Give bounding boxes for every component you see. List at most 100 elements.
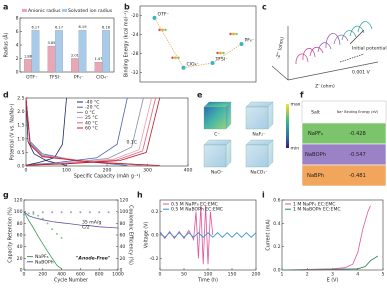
atom [158, 28, 161, 32]
y-tick-label: 0.5 [17, 150, 24, 156]
x-tick-label: 600 [76, 272, 85, 278]
bar [94, 61, 103, 73]
arrow [349, 29, 365, 45]
x-tick-label: 200 [103, 168, 112, 174]
y2-axis-title: Coulombic Efficiency (%) [128, 205, 134, 265]
axis-title: Z' (ohm) [315, 84, 335, 90]
legend-label: -20 °C [85, 105, 99, 111]
axis-title: -Z'' (ohm) [275, 36, 286, 60]
legend-label: Anionic radius [28, 8, 61, 14]
eis-curve [295, 46, 324, 65]
atom [164, 28, 167, 32]
point-label: PF₆⁻ [245, 38, 255, 44]
x-tick-label: 300 [143, 168, 152, 174]
y-tick-label: 1.5 [17, 123, 24, 129]
y-tick-label: 40 [17, 244, 23, 250]
x-axis-title: E (V) [327, 278, 339, 284]
efficiency-point [60, 211, 63, 214]
y-tick-label: 1.0 [17, 136, 24, 142]
point-label: TFSI⁻ [215, 57, 229, 63]
y-tick-label: 0.6 [273, 198, 280, 204]
y-tick-label: 2.5 [17, 96, 24, 102]
panel-label: e [197, 91, 203, 100]
x-tick-label: 5 [382, 272, 385, 278]
legend-label: -40 °C [85, 100, 99, 106]
x-tick-label: 4 [356, 272, 359, 278]
cube-front [203, 144, 227, 168]
cube-label: NaCO₃⁻ [250, 170, 268, 176]
panel-label: h [137, 191, 143, 200]
x-tick-label: PF₆⁻ [74, 75, 84, 81]
panel-label: c [262, 3, 267, 12]
value-label: 1.47 [94, 57, 102, 61]
annotation: "Anode-Free" [76, 256, 110, 262]
colorbar-label: max [291, 103, 301, 108]
legend-label: 40 °C [85, 120, 98, 126]
legend-label: 1 M NaPF₆ EC:EMC [293, 202, 336, 208]
efficiency-point [55, 232, 58, 235]
panel-label: g [3, 191, 9, 200]
efficiency-point [98, 211, 101, 214]
x-tick-label: 0 [23, 272, 26, 278]
x-tick-label: 100 [204, 272, 213, 278]
cube-side [225, 101, 232, 130]
legend-label: Solvated ion radius [68, 8, 113, 14]
legend-swatch [22, 9, 27, 12]
y-tick-label: 6 [16, 29, 19, 35]
table-cell: NaBPh [307, 173, 324, 179]
axis [271, 65, 289, 81]
bar [24, 59, 32, 73]
x-tick-label: 3 [331, 272, 334, 278]
y-tick-label: 8 [16, 16, 19, 22]
cube-side [225, 139, 232, 168]
x-tick-label: 200 [38, 272, 47, 278]
point-label: OTF⁻ [158, 11, 170, 17]
point [152, 15, 157, 20]
y-tick-label: 120 [14, 198, 23, 204]
cube-front [203, 106, 227, 130]
y-axis-title: Capacity Retention (%) [8, 207, 14, 263]
cube-side [267, 139, 274, 168]
atom [216, 51, 219, 55]
x-tick-label: 2 [306, 272, 309, 278]
y2-tick-label: 120 [120, 198, 129, 204]
efficiency-point [32, 213, 35, 215]
atom [229, 32, 232, 36]
efficiency-point [27, 212, 30, 215]
atom [174, 56, 177, 60]
value-label: 3.85 [47, 41, 55, 45]
series-line [159, 232, 257, 238]
panel-label: b [124, 3, 130, 12]
table-cell: -0.428 [349, 131, 366, 137]
y-tick-label: -20 [131, 13, 139, 19]
panel-label: i [262, 191, 265, 200]
efficiency-point [117, 211, 119, 214]
x-tick-label: 1 [281, 272, 284, 278]
efficiency-point [46, 222, 49, 225]
point [181, 65, 186, 70]
y-tick-label: -0.2 [150, 256, 159, 262]
value-label: 2.01 [71, 53, 79, 57]
y-tick-label: -24 [131, 32, 139, 38]
cube-label: C⁻ [214, 132, 220, 138]
y-tick-label: 20 [17, 256, 23, 262]
series-line [282, 255, 379, 271]
y2-tick-label: 40 [120, 244, 126, 250]
bar [78, 30, 87, 73]
y2-tick-label: 80 [120, 221, 126, 227]
y-tick-label: 0.2 [151, 209, 158, 215]
atom [177, 56, 180, 59]
y-tick-label: 100 [14, 209, 23, 215]
value-label: 6.18 [102, 25, 111, 29]
legend-label: 0.5 M NaPF₆ EC:EMC [171, 202, 218, 208]
axis [287, 61, 379, 81]
eis-curve [341, 21, 373, 41]
x-tick-label: 800 [95, 272, 104, 278]
y-tick-label: 0.0 [17, 164, 24, 170]
legend-label: 60 °C [85, 126, 98, 132]
y-tick-label: -28 [131, 51, 139, 57]
y2-tick-label: 60 [120, 233, 126, 239]
bar [55, 30, 63, 73]
series-line [23, 211, 119, 229]
y-tick-label: 4 [16, 43, 19, 49]
